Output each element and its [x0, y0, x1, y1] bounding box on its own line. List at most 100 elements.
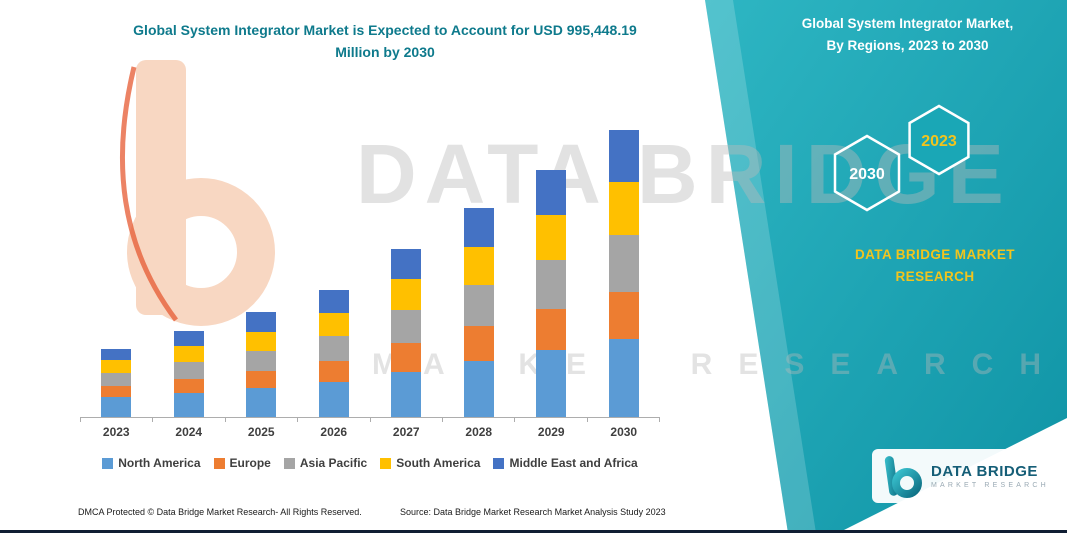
banner-brand-line1: DATA BRIDGE MARKET: [855, 247, 1015, 262]
bar-2026: [298, 289, 371, 417]
bar-segment-2023-south-america: [101, 359, 132, 373]
legend-item-middle-east-and-africa: Middle East and Africa: [493, 456, 638, 470]
axis-tick: [514, 418, 516, 422]
chart-title: Global System Integrator Market is Expec…: [55, 20, 715, 63]
bar-segment-2024-north-america: [173, 392, 204, 417]
x-axis-label-2023: 2023: [102, 425, 130, 439]
legend-swatch-icon: [380, 457, 392, 469]
bar-segment-2023-europe: [101, 385, 132, 397]
bar-segment-2025-north-america: [246, 388, 277, 417]
bar-segment-2028-europe: [463, 326, 494, 361]
x-axis-label-2026: 2026: [320, 425, 348, 439]
x-axis-label-2030: 2030: [610, 425, 638, 439]
bar-segment-2025-europe: [246, 371, 277, 389]
bar-segment-2026-europe: [318, 360, 349, 382]
bar-segment-2027-europe: [391, 343, 422, 372]
banner-title-line1: Global System Integrator Market,: [801, 16, 1014, 31]
chart: 2023 2024 2025 2026 2027 2028 2029 2030: [80, 118, 660, 439]
bar-segment-2023-north-america: [101, 396, 132, 417]
x-axis-label-2025: 2025: [247, 425, 275, 439]
chart-title-line1: Global System Integrator Market is Expec…: [133, 22, 637, 38]
bar-2023: [80, 348, 153, 417]
x-axis-label-2024: 2024: [175, 425, 203, 439]
legend-swatch-icon: [102, 457, 114, 469]
bar-segment-2026-north-america: [318, 381, 349, 417]
legend-label: North America: [118, 456, 201, 470]
bar-segment-2023-middle-east-and-africa: [101, 348, 132, 360]
bar-segment-2029-south-america: [536, 214, 567, 260]
company-logo-icon: [884, 456, 922, 498]
company-subtitle: MARKET RESEARCH: [931, 482, 1049, 489]
bar-2024: [153, 330, 226, 417]
bar-segment-2023-asia-pacific: [101, 372, 132, 386]
bar-segment-2030-europe: [608, 292, 639, 340]
logo-watermark-bowl: [127, 178, 275, 326]
bar-2028: [443, 208, 516, 417]
axis-tick: [224, 418, 226, 422]
bar-segment-2027-north-america: [391, 371, 422, 417]
background-logo-watermark: [120, 60, 275, 326]
plot-area: [80, 118, 660, 418]
bar-segment-2028-south-america: [463, 246, 494, 286]
company-logo-text: DATA BRIDGE MARKET RESEARCH: [931, 463, 1049, 489]
bottom-border-bar: [0, 530, 1067, 533]
bar-segment-2029-middle-east-and-africa: [536, 170, 567, 215]
logo-watermark-swoosh-icon: [120, 66, 178, 322]
legend-label: Europe: [229, 456, 271, 470]
bar-segment-2030-middle-east-and-africa: [608, 129, 639, 183]
bar-segment-2030-asia-pacific: [608, 234, 639, 293]
legend-label: Middle East and Africa: [509, 456, 638, 470]
bar-segment-2029-asia-pacific: [536, 259, 567, 310]
bar-2027: [370, 248, 443, 417]
chart-legend: North America Europe Asia Pacific South Ame…: [55, 456, 685, 470]
bar-segment-2024-middle-east-and-africa: [173, 330, 204, 346]
legend-swatch-icon: [283, 457, 295, 469]
bar-segment-2026-asia-pacific: [318, 335, 349, 361]
axis-tick: [152, 418, 154, 422]
bar-segment-2029-north-america: [536, 350, 567, 417]
bar-segment-2026-south-america: [318, 312, 349, 336]
axis-tick: [659, 418, 660, 422]
legend-item-north-america: North America: [102, 456, 201, 470]
bar-segment-2024-asia-pacific: [173, 361, 204, 379]
legend-label: South America: [396, 456, 481, 470]
legend-swatch-icon: [493, 457, 505, 469]
x-axis-ticks: [80, 418, 660, 422]
source-note: Source: Data Bridge Market Research Mark…: [400, 507, 666, 517]
bar-segment-2027-middle-east-and-africa: [391, 248, 422, 280]
x-axis-label-2029: 2029: [537, 425, 565, 439]
bar-segment-2028-middle-east-and-africa: [463, 208, 494, 247]
bar-2025: [225, 311, 298, 417]
x-axis-label-2028: 2028: [465, 425, 493, 439]
hexagon-2023-label: 2023: [921, 133, 957, 150]
axis-tick: [586, 418, 588, 422]
company-name: DATA BRIDGE: [931, 463, 1038, 480]
bar-segment-2024-europe: [173, 378, 204, 393]
logo-bowl-icon: [892, 468, 922, 498]
axis-tick: [441, 418, 443, 422]
bar-segment-2027-south-america: [391, 279, 422, 311]
legend-label: Asia Pacific: [299, 456, 368, 470]
legend-swatch-icon: [213, 457, 225, 469]
axis-tick: [369, 418, 371, 422]
bar-2029: [515, 170, 588, 417]
axis-tick: [297, 418, 299, 422]
legend-item-south-america: South America: [380, 456, 480, 470]
bar-segment-2028-north-america: [463, 360, 494, 417]
legend-item-europe: Europe: [213, 456, 271, 470]
bar-segment-2029-europe: [536, 309, 567, 351]
bar-segment-2026-middle-east-and-africa: [318, 289, 349, 313]
axis-tick: [80, 418, 81, 422]
bar-segment-2024-south-america: [173, 345, 204, 362]
banner-brand-line2: RESEARCH: [895, 268, 975, 284]
banner-title-line2: By Regions, 2023 to 2030: [826, 38, 989, 54]
banner-title: Global System Integrator Market, By Regi…: [765, 13, 1050, 58]
bar-segment-2025-middle-east-and-africa: [246, 311, 277, 333]
company-logo: DATA BRIDGE MARKET RESEARCH: [872, 449, 1058, 503]
x-axis-labels: 2023 2024 2025 2026 2027 2028 2029 2030: [80, 425, 660, 439]
dmca-notice: DMCA Protected © Data Bridge Market Rese…: [78, 507, 362, 517]
bar-segment-2030-south-america: [608, 182, 639, 235]
legend-item-asia-pacific: Asia Pacific: [283, 456, 368, 470]
bar-segment-2025-south-america: [246, 332, 277, 352]
